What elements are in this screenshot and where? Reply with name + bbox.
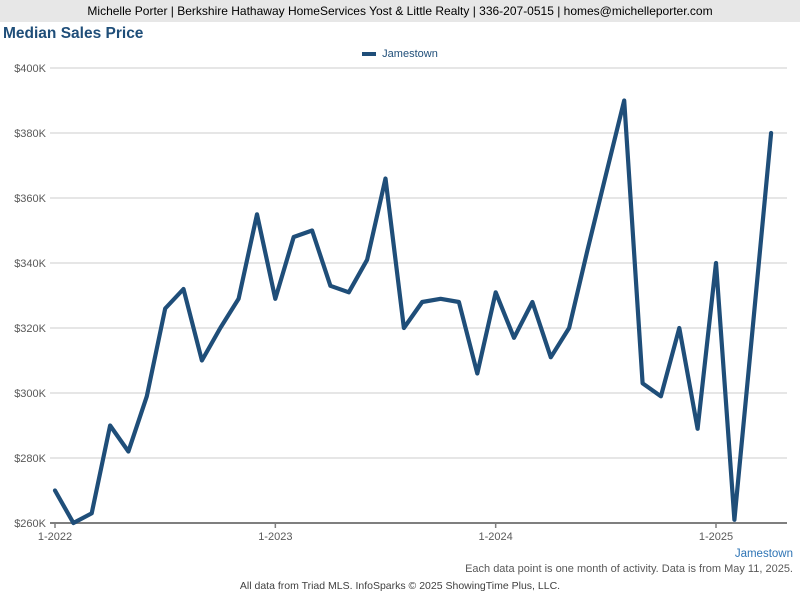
attribution-text: All data from Triad MLS. InfoSparks © 20… <box>239 580 561 592</box>
y-tick-label: $360K <box>14 193 46 205</box>
x-tick-label: 1-2025 <box>699 531 733 543</box>
x-tick-label: 1-2024 <box>479 531 513 543</box>
page-title: Median Sales Price <box>3 25 144 42</box>
median-sales-price-chart: $400K $380K $360K $340K $320K $300K $280K $260K… <box>14 63 787 543</box>
x-tick-label: 1-2023 <box>258 531 292 543</box>
y-tick-label: $260K <box>14 518 46 530</box>
y-tick-label: $280K <box>14 453 46 465</box>
footer-series-label: Jamestown <box>734 548 793 560</box>
x-tick-label: 1-2022 <box>38 531 72 543</box>
legend-line-swatch-icon <box>362 52 377 56</box>
y-tick-label: $380K <box>14 128 46 140</box>
series-line-jamestown <box>52 98 774 526</box>
y-tick-label: $300K <box>14 388 46 400</box>
data-note: Each data point is one month of activity… <box>465 563 793 575</box>
y-tick-label: $400K <box>14 63 46 75</box>
legend-series-label: Jamestown <box>382 48 438 60</box>
y-tick-label: $340K <box>14 258 46 270</box>
chart-legend: Jamestown <box>0 47 800 61</box>
y-tick-label: $320K <box>14 323 46 335</box>
contact-info-bar: Michelle Porter | Berkshire Hathaway Hom… <box>0 0 800 22</box>
